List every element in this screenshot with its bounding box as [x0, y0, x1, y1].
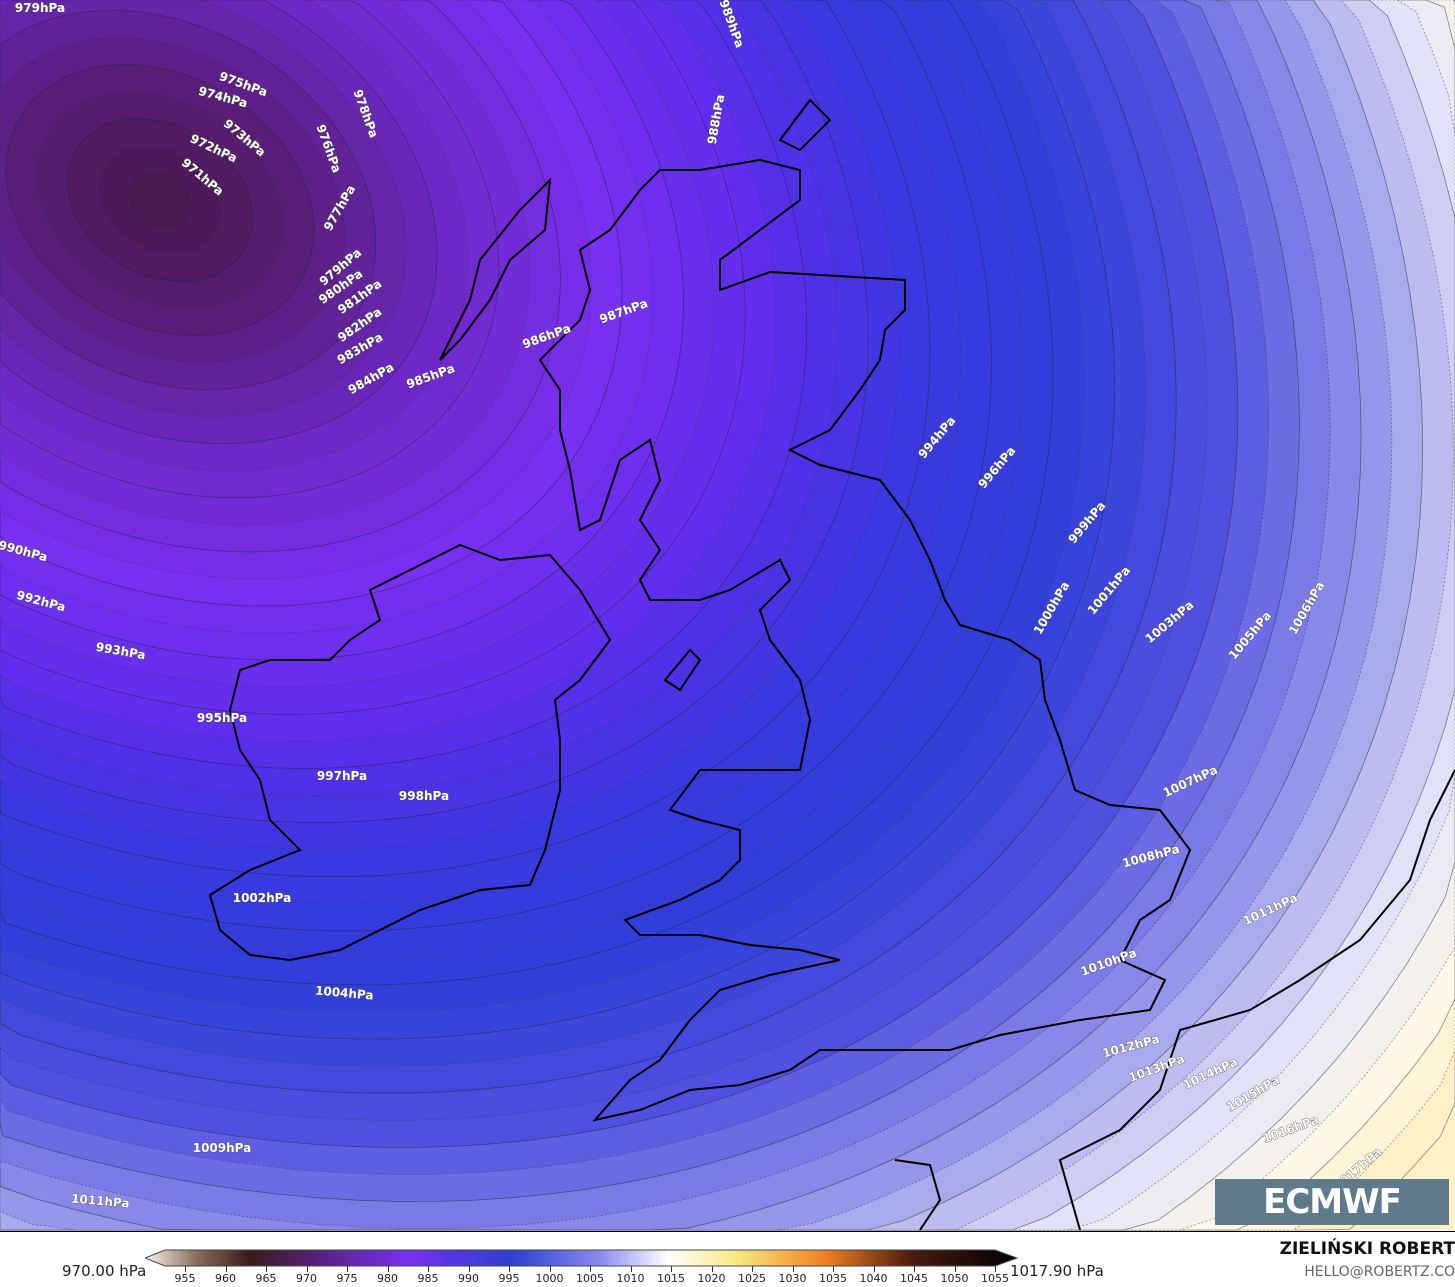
colorbar-tick-label: 985: [417, 1272, 439, 1285]
colorbar-tick: [873, 1266, 875, 1272]
colorbar-min-label: 970.00 hPa: [62, 1262, 147, 1280]
colorbar-tick: [509, 1266, 510, 1272]
continent-outline: [894, 769, 1455, 1231]
colorbar-tick-label: 980: [377, 1272, 398, 1285]
legend-footer: 970.00 hPa 955 960 965 970 975 980 985 990 995 10…: [0, 1232, 1455, 1287]
isobar-label: 1011hPa: [71, 1191, 131, 1210]
isobar-971: [128, 172, 192, 228]
colorbar-tick-label: 970: [296, 1272, 317, 1285]
colorbar-tick-label: 1050: [940, 1272, 969, 1285]
colorbar-tick-label: 990: [458, 1272, 479, 1285]
colorbar-tick: [266, 1266, 267, 1272]
colorbar: [145, 1249, 1019, 1267]
author-credit: ZIELIŃSKI ROBERT: [1279, 1239, 1455, 1259]
colorbar-tick: [549, 1266, 551, 1272]
great-britain-outline: [538, 158, 1192, 1122]
isle-of-man-outline: [663, 648, 702, 692]
colorbar-tick-label: 965: [255, 1272, 277, 1285]
colorbar-tick-label: 995: [498, 1272, 520, 1285]
colorbar-tick: [428, 1266, 429, 1272]
isobar-label: 997hPa: [317, 769, 367, 783]
colorbar-tick: [752, 1266, 753, 1272]
colorbar-tick-label: 955: [174, 1272, 196, 1285]
colorbar-tick: [347, 1266, 348, 1272]
colorbar-tick-label: 1000: [535, 1272, 564, 1285]
ecmwf-logo: ECMWF: [1215, 1179, 1449, 1225]
colorbar-tick: [590, 1266, 591, 1272]
isobar-label: 1002hPa: [233, 891, 292, 905]
colorbar-tick-label: 1035: [819, 1272, 847, 1285]
isobar-label: 1004hPa: [315, 983, 375, 1002]
colorbar-tick: [833, 1266, 834, 1272]
hebrides-outline: [439, 177, 552, 361]
colorbar-tick: [954, 1266, 956, 1272]
isobar-label: 995hPa: [197, 711, 247, 725]
colorbar-tick: [387, 1266, 389, 1272]
colorbar-tick-label: 1015: [657, 1272, 685, 1285]
colorbar-tick-label: 1020: [697, 1272, 726, 1285]
colorbar-tick: [995, 1266, 996, 1272]
ireland-outline: [208, 543, 612, 962]
orkney-outline: [778, 98, 832, 152]
isobar-label: 1009hPa: [193, 1141, 252, 1155]
colorbar-tick: [711, 1266, 713, 1272]
colorbar-tick-label: 960: [215, 1272, 236, 1285]
colorbar-max-label: 1017.90 hPa: [1010, 1262, 1104, 1280]
colorbar-tick: [630, 1266, 632, 1272]
colorbar-tick: [671, 1266, 672, 1272]
colorbar-tick-label: 1045: [900, 1272, 928, 1285]
isobar-map-svg: 979hPa975hPa974hPa973hPa972hPa971hPa978h…: [0, 0, 1455, 1231]
colorbar-tick-label: 1025: [738, 1272, 766, 1285]
colorbar-tick: [792, 1266, 794, 1272]
colorbar-tick-label: 1055: [981, 1272, 1009, 1285]
colorbar-tick-label: 975: [336, 1272, 358, 1285]
isobar-label: 979hPa: [15, 1, 65, 15]
coastlines: [208, 98, 1455, 1231]
colorbar-tick: [914, 1266, 915, 1272]
colorbar-tick: [225, 1266, 227, 1272]
colorbar-tick-label: 1010: [616, 1272, 645, 1285]
pressure-map: 979hPa 975hPa 974hPa 973hPa 972hPa 971hPa 978h…: [0, 0, 1455, 1232]
isobar-label: 998hPa: [399, 789, 449, 803]
colorbar-tick-label: 1030: [778, 1272, 807, 1285]
colorbar-tick: [468, 1266, 470, 1272]
colorbar-tick-label: 1005: [576, 1272, 604, 1285]
colorbar-tick: [306, 1266, 308, 1272]
colorbar-tick-label: 1040: [859, 1272, 888, 1285]
author-email: HELLO@ROBERTZ.CO: [1304, 1264, 1455, 1280]
colorbar-tick: [185, 1266, 186, 1272]
